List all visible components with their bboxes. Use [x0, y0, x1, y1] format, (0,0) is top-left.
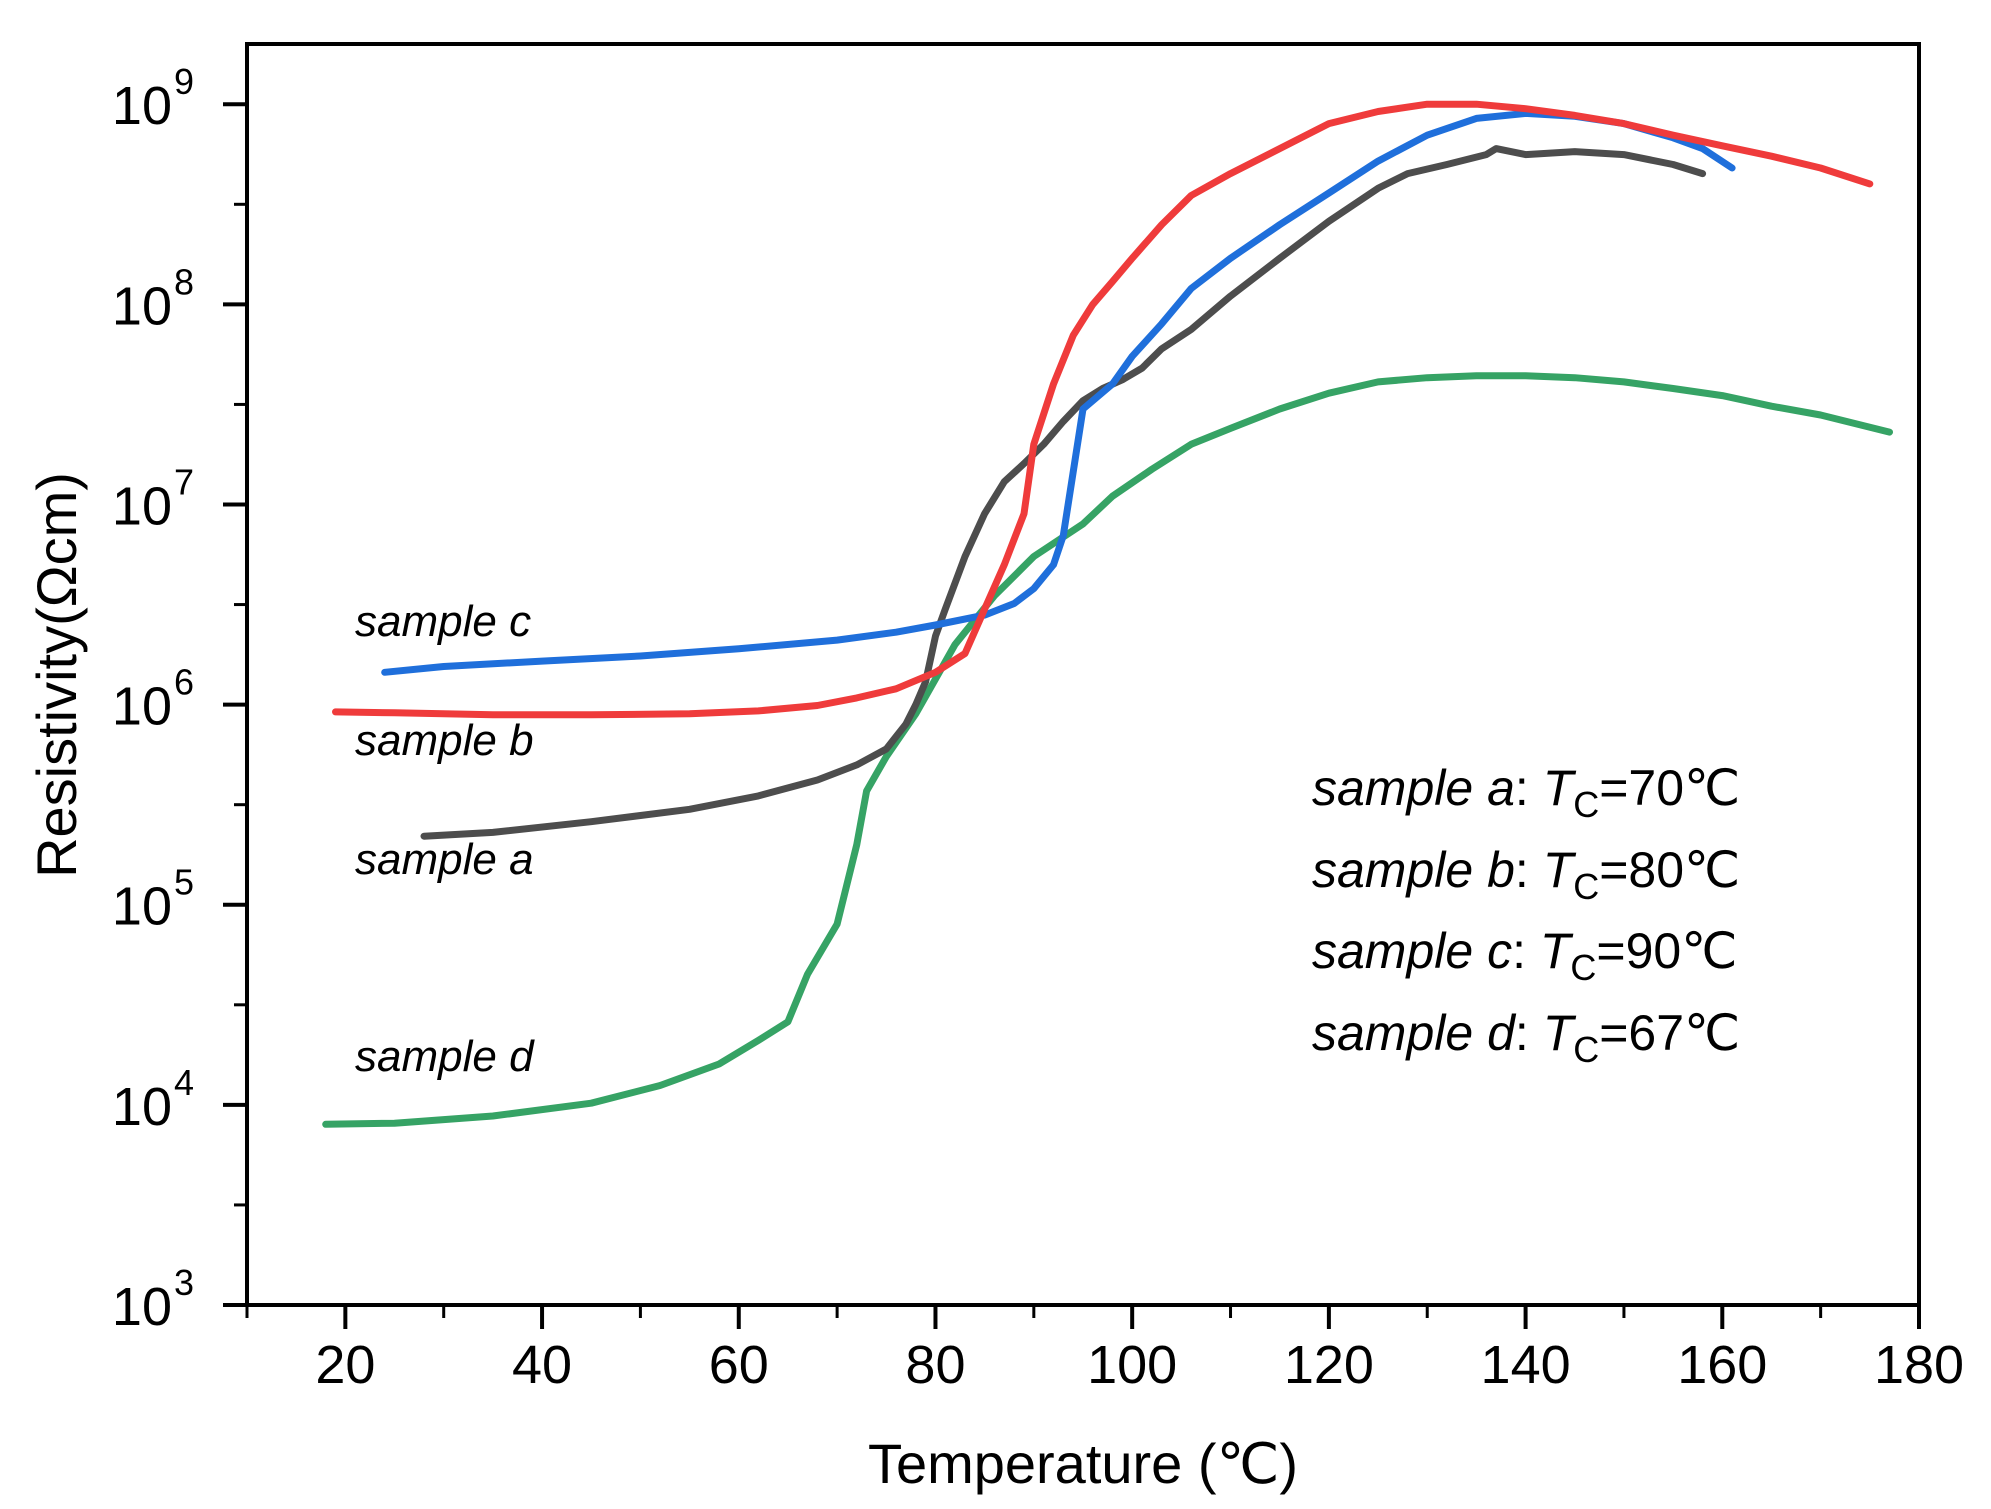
legend-tc-symbol: T [1543, 760, 1577, 816]
legend-entry-sample-b: sample b: TC=80℃ [1312, 842, 1740, 907]
legend-sample-name: sample a [1312, 760, 1515, 816]
y-tick-label: 10 [112, 1277, 172, 1337]
curve-label-sample-b: sample b [355, 716, 534, 765]
x-tick-label: 140 [1481, 1335, 1571, 1395]
legend-tc-subscript: C [1570, 947, 1596, 988]
curve-labels: sample a sample b sample c sample d [355, 597, 535, 1081]
series-line-sample-b [332, 100, 1874, 719]
legend-colon: : [1512, 923, 1540, 979]
curve-label-sample-c: sample c [355, 597, 531, 646]
x-tick-label: 180 [1874, 1335, 1964, 1395]
y-tick-exponent: 8 [174, 261, 194, 302]
series-layer [322, 100, 1893, 1128]
y-tick-label: 10 [112, 476, 172, 536]
curve-label-sample-a: sample a [355, 835, 534, 884]
legend-tc-subscript: C [1573, 1029, 1599, 1070]
legend-sample-name: sample b [1312, 842, 1515, 898]
y-tick-label: 10 [112, 1077, 172, 1137]
legend-tc-subscript: C [1573, 866, 1599, 907]
y-tick-label: 10 [112, 877, 172, 937]
y-tick-exponent: 9 [174, 61, 194, 102]
x-tick-label: 80 [905, 1335, 965, 1395]
legend-tc-symbol: T [1543, 842, 1577, 898]
legend-tc-subscript: C [1573, 784, 1599, 825]
legend-entry-sample-c: sample c: TC=90℃ [1312, 923, 1737, 988]
x-tick-label: 100 [1087, 1335, 1177, 1395]
y-tick-exponent: 3 [174, 1262, 194, 1303]
y-tick-exponent: 6 [174, 662, 194, 703]
legend-entry-sample-a: sample a: TC=70℃ [1312, 760, 1740, 825]
x-tick-label: 120 [1284, 1335, 1374, 1395]
y-tick-exponent: 4 [174, 1062, 194, 1103]
legend-tc-value: =90℃ [1596, 923, 1737, 979]
x-tick-label: 60 [709, 1335, 769, 1395]
x-tick-label: 40 [512, 1335, 572, 1395]
x-tick-label: 160 [1677, 1335, 1767, 1395]
y-tick-label: 10 [112, 677, 172, 737]
y-axis-title: Resistivity(Ωcm) [25, 472, 88, 878]
series-group [322, 100, 1893, 1128]
legend-entry-sample-d: sample d: TC=67℃ [1312, 1005, 1740, 1070]
legend-colon: : [1515, 1005, 1543, 1061]
legend-tc-value: =70℃ [1599, 760, 1740, 816]
legend-sample-name: sample d [1312, 1005, 1517, 1061]
series-line-sample-c [381, 109, 1736, 676]
y-tick-exponent: 7 [174, 461, 194, 502]
legend-colon: : [1515, 842, 1543, 898]
x-tick-label: 20 [315, 1335, 375, 1395]
x-axis-title: Temperature (℃) [868, 1432, 1298, 1495]
legend-tc-value: =80℃ [1599, 842, 1740, 898]
series-line-sample-a [420, 145, 1707, 840]
legend-sample-name: sample c [1312, 923, 1512, 979]
plot-frame [245, 42, 1921, 1307]
legend-tc-value: =67℃ [1599, 1005, 1740, 1061]
legend-tc-symbol: T [1540, 923, 1574, 979]
y-tick-exponent: 5 [174, 862, 194, 903]
legend-tc-symbol: T [1543, 1005, 1577, 1061]
series-line-sample-d [322, 372, 1893, 1128]
y-tick-label: 10 [112, 276, 172, 336]
y-tick-label: 10 [112, 76, 172, 136]
curve-label-sample-d: sample d [355, 1032, 535, 1081]
legend-colon: : [1515, 760, 1543, 816]
